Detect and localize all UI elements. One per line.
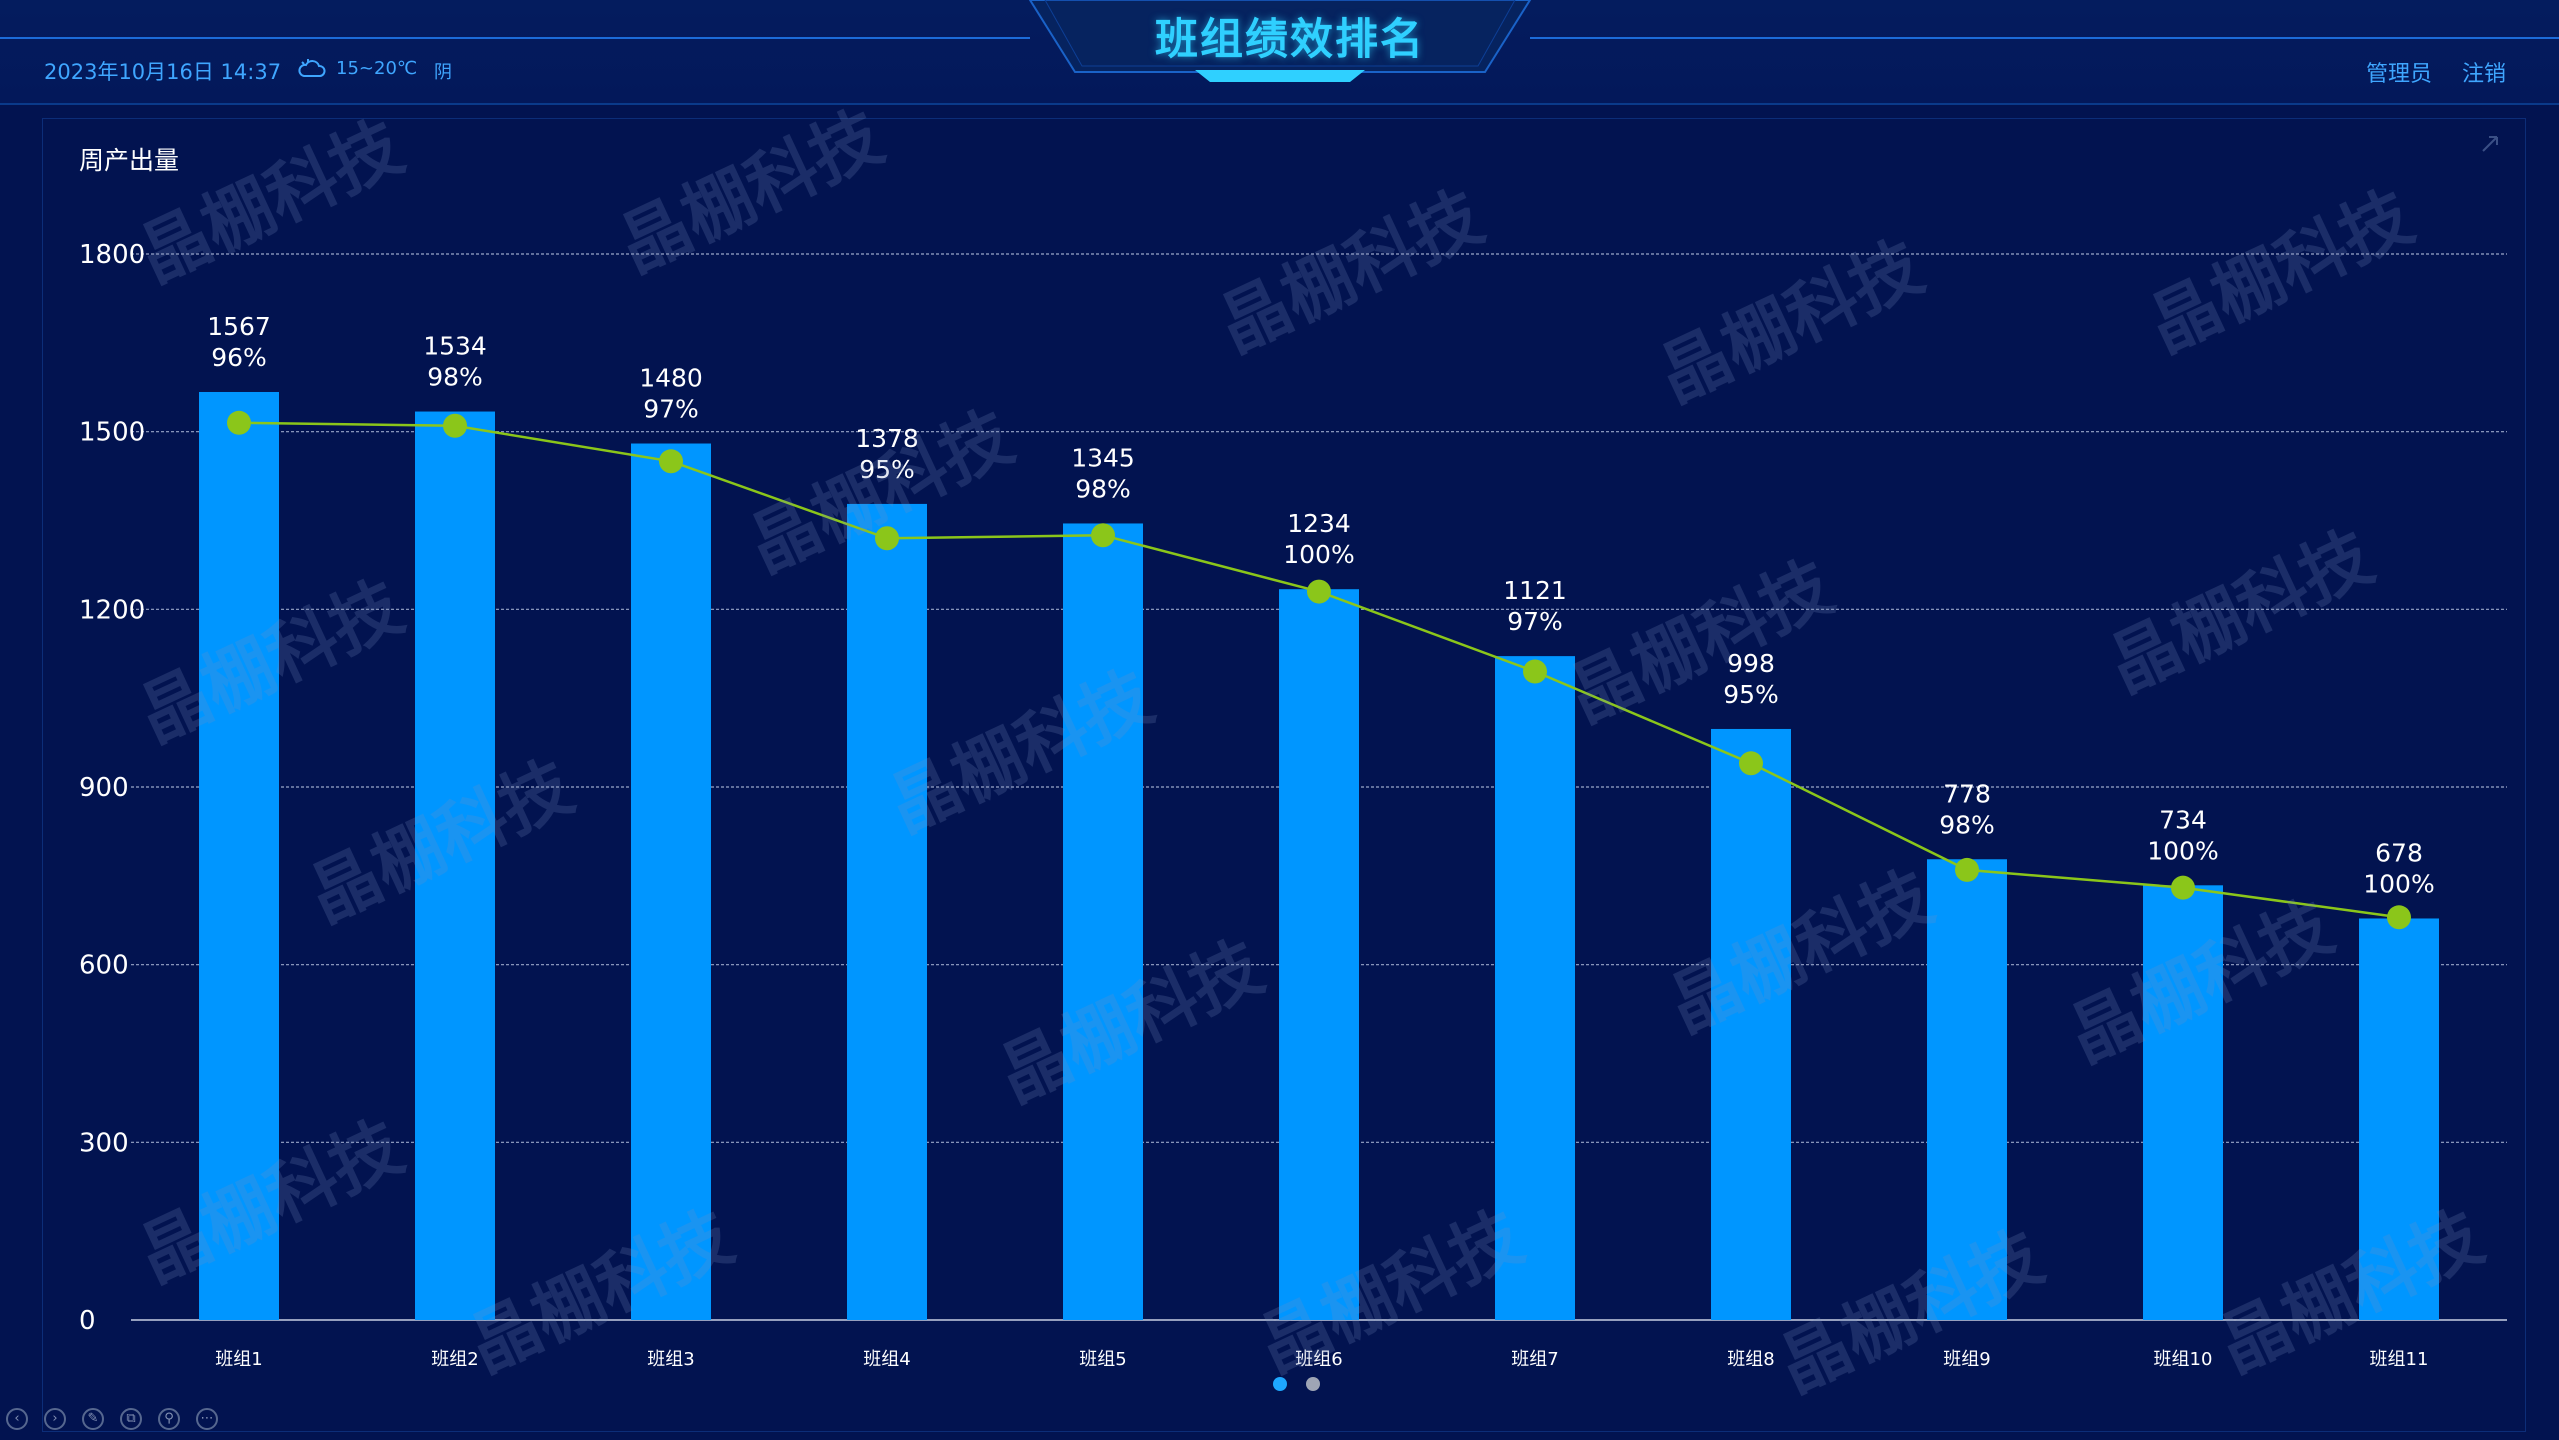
axis-layer: 0 300 600 900 1200 1500 1800 班组1 班组2 班组3 班组4 班组5 班组6… <box>79 240 2507 1370</box>
bar-value-label: 1345 <box>1071 443 1135 472</box>
bar <box>847 503 927 1320</box>
bar-value-label: 1121 <box>1503 576 1567 605</box>
bar <box>631 443 711 1320</box>
trend-point <box>1955 857 1979 882</box>
weather-condition-text: 阴 <box>434 62 452 83</box>
percent-label: 95% <box>1723 680 1779 709</box>
datetime-display: 2023年10月16日 14:37 <box>44 60 282 84</box>
trend-point <box>1739 751 1763 776</box>
bar <box>199 391 279 1320</box>
percent-label: 96% <box>211 343 267 372</box>
y-tick-label: 300 <box>79 1128 129 1158</box>
trend-point <box>1523 659 1547 684</box>
percent-label: 100% <box>1283 540 1354 569</box>
bar-value-label: 1534 <box>423 332 487 361</box>
top-header: 2023年10月16日 14:37 15~20℃ 阴 班组绩效排名 管理员 注销 <box>0 0 2559 105</box>
percent-label: 100% <box>2363 869 2434 898</box>
y-tick-label: 1500 <box>79 418 145 448</box>
bar-value-label: 1567 <box>207 312 271 341</box>
y-axis-title: 周产出量 <box>79 146 179 175</box>
x-tick-label: 班组11 <box>2370 1349 2429 1370</box>
percent-label: 98% <box>1075 474 1131 503</box>
pagination-dots <box>1273 1377 1320 1391</box>
team-performance-chart: 0 300 600 900 1200 1500 1800 班组1 班组2 班组3 班组4 班组5 班组6… <box>79 136 2507 1391</box>
header-frame <box>0 0 2559 82</box>
percent-label: 100% <box>2147 836 2218 865</box>
bar <box>1495 656 1575 1320</box>
bar <box>1279 589 1359 1320</box>
percent-label: 97% <box>643 395 699 424</box>
line-layer <box>227 410 2411 930</box>
pagination-dot[interactable] <box>1273 1377 1287 1391</box>
y-tick-label: 1200 <box>79 595 145 625</box>
percent-label: 95% <box>859 455 915 484</box>
bar <box>2359 918 2439 1320</box>
previous-icon[interactable]: ‹ <box>6 1408 28 1430</box>
bar-value-label: 1480 <box>639 364 703 393</box>
percent-label: 98% <box>1939 810 1995 839</box>
trend-point <box>2171 875 2195 900</box>
bar-value-label: 778 <box>1943 779 1991 808</box>
trend-point <box>1091 523 1115 548</box>
pagination-dot[interactable] <box>1306 1377 1320 1391</box>
temperature-text: 15~20℃ <box>336 58 418 79</box>
more-icon[interactable]: ⋯ <box>196 1408 218 1430</box>
x-tick-label: 班组10 <box>2154 1349 2213 1370</box>
admin-link[interactable]: 管理员 <box>2366 62 2433 87</box>
bar <box>1711 728 1791 1320</box>
bar <box>2143 885 2223 1320</box>
edit-icon[interactable]: ✎ <box>82 1408 104 1430</box>
x-tick-label: 班组2 <box>431 1349 478 1370</box>
bar-value-label: 678 <box>2375 838 2423 867</box>
bar <box>1927 859 2007 1320</box>
trend-point <box>659 449 683 474</box>
trend-point <box>1307 579 1331 604</box>
bar-layer <box>199 391 2439 1320</box>
y-tick-label: 900 <box>79 773 129 803</box>
bar-value-label: 734 <box>2159 805 2207 834</box>
y-tick-label: 1800 <box>79 240 145 270</box>
trend-point <box>2387 905 2411 930</box>
x-tick-label: 班组6 <box>1295 1349 1342 1370</box>
x-tick-label: 班组8 <box>1727 1349 1774 1370</box>
x-tick-label: 班组5 <box>1079 1349 1126 1370</box>
x-tick-label: 班组7 <box>1511 1349 1558 1370</box>
zoom-icon[interactable]: ⚲ <box>158 1408 180 1430</box>
bar-value-label: 998 <box>1727 649 1775 678</box>
y-tick-label: 0 <box>79 1306 96 1336</box>
cloud-weather-icon <box>298 59 326 77</box>
percent-label: 98% <box>427 363 483 392</box>
trend-point <box>227 410 251 435</box>
bar-value-label: 1234 <box>1287 509 1351 538</box>
x-tick-label: 班组1 <box>215 1349 262 1370</box>
x-tick-label: 班组9 <box>1943 1349 1990 1370</box>
x-tick-label: 班组3 <box>647 1349 694 1370</box>
logout-link[interactable]: 注销 <box>2462 62 2507 87</box>
bar-value-label: 1378 <box>855 424 919 453</box>
percent-label: 97% <box>1507 607 1563 636</box>
copy-icon[interactable]: ⧉ <box>120 1408 142 1430</box>
expand-icon[interactable] <box>2482 136 2498 152</box>
bar <box>1063 523 1143 1320</box>
page-title: 班组绩效排名 <box>1155 15 1425 65</box>
y-tick-label: 600 <box>79 951 129 981</box>
next-icon[interactable]: › <box>44 1408 66 1430</box>
trend-point <box>443 413 467 438</box>
chart-panel: 0 300 600 900 1200 1500 1800 班组1 班组2 班组3 班组4 班组5 班组6… <box>42 118 2526 1432</box>
x-tick-label: 班组4 <box>863 1349 910 1370</box>
trend-point <box>875 526 899 551</box>
bar <box>415 411 495 1320</box>
